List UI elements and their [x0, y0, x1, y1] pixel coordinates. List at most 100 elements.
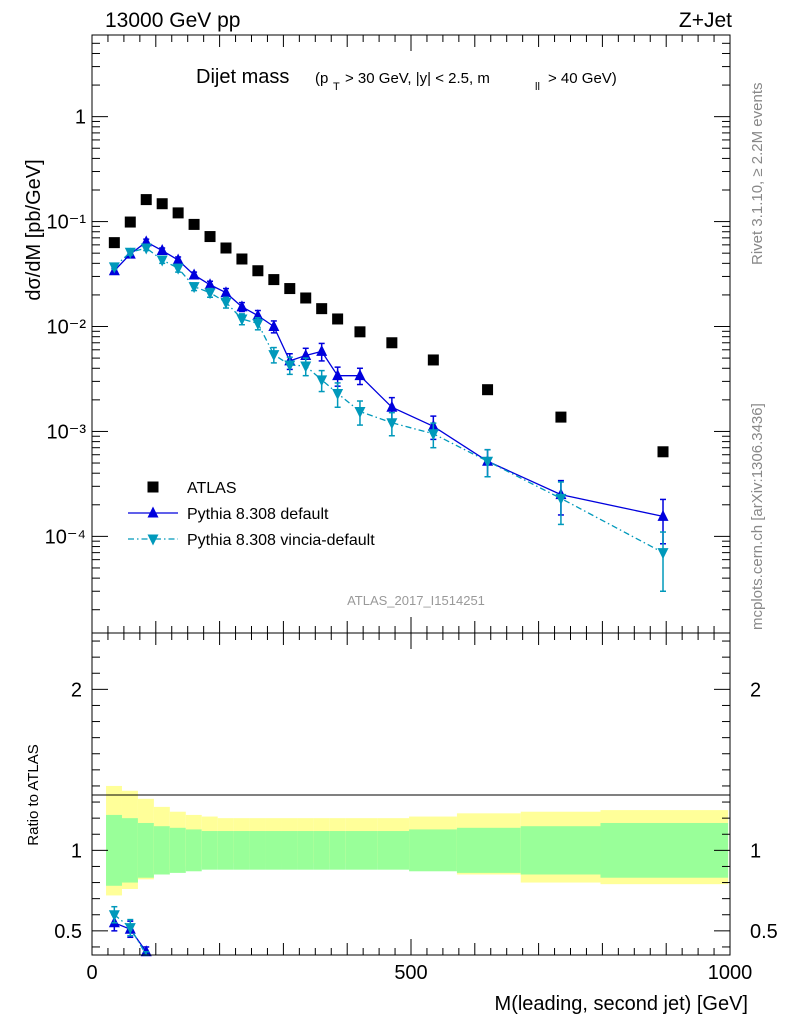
- data-point: [252, 318, 264, 330]
- data-point: [108, 237, 120, 249]
- data-point: [147, 481, 159, 493]
- main-title-cuts: (p T > 30 GeV, |y| < 2.5, m ll > 40 GeV): [315, 70, 617, 93]
- stat-band: [169, 827, 186, 873]
- xlabel: M(leading, second jet) [GeV]: [495, 993, 748, 1015]
- data-point: [386, 400, 398, 412]
- x-tick-label: 500: [394, 962, 427, 984]
- data-point: [220, 242, 232, 254]
- data-point: [354, 369, 366, 381]
- data-point: [188, 282, 200, 294]
- ratio-line: [113, 914, 147, 956]
- stat-band: [345, 831, 378, 870]
- stat-band: [249, 831, 266, 870]
- data-point: [332, 313, 344, 325]
- data-point: [172, 263, 184, 275]
- data-point: [236, 314, 248, 326]
- main-title-text: Dijet mass: [196, 66, 289, 88]
- data-point: [555, 411, 567, 423]
- title-cuts-part: > 40 GeV): [548, 70, 617, 87]
- series-triangle-up: [108, 235, 669, 545]
- data-point: [147, 506, 159, 518]
- data-point: [482, 384, 494, 396]
- data-point: [482, 456, 494, 468]
- stat-band: [265, 831, 282, 870]
- stat-band: [409, 829, 457, 872]
- data-point: [268, 320, 280, 332]
- data-point: [427, 354, 439, 366]
- data-point: [300, 361, 312, 373]
- data-point: [140, 945, 152, 957]
- data-point: [252, 265, 264, 277]
- data-point: [657, 446, 669, 458]
- stat-band: [201, 831, 218, 870]
- series-triangle-down: [108, 243, 669, 592]
- stat-band: [281, 831, 298, 870]
- data-point: [220, 297, 232, 309]
- main-title: Dijet mass (p T > 30 GeV, |y| < 2.5, m l…: [196, 66, 617, 93]
- data-point: [316, 375, 328, 387]
- y-tick-label: 10⁻¹: [47, 212, 87, 234]
- data-point: [124, 247, 136, 259]
- data-point: [386, 337, 398, 349]
- main-ylabel: dσ/dM [pb/GeV]: [23, 159, 45, 300]
- stat-band: [456, 827, 521, 873]
- data-point: [284, 360, 296, 372]
- x-tick-label: 0: [86, 962, 97, 984]
- y-tick-label: 10⁻⁴: [45, 526, 86, 548]
- data-point: [236, 253, 248, 265]
- data-point: [108, 262, 120, 274]
- data-point: [300, 292, 312, 304]
- ratio-frame: [91, 632, 731, 956]
- title-cuts-part: (p: [315, 70, 328, 87]
- stat-band: [520, 826, 601, 875]
- header-right: Z+Jet: [679, 9, 732, 32]
- data-point: [188, 268, 200, 280]
- data-point: [124, 216, 136, 228]
- series-line: [113, 247, 664, 554]
- stat-band: [153, 826, 170, 875]
- stat-band: [297, 831, 314, 870]
- header-left: 13000 GeV pp: [105, 9, 240, 32]
- stat-band: [313, 831, 330, 870]
- data-point: [156, 198, 168, 210]
- ratio-plot-panel: 0.5 0.5 1 1 2 2 0 500 1000 Ratio to ATLAS M(lead…: [25, 632, 778, 1015]
- data-point: [156, 244, 168, 256]
- data-point: [316, 303, 328, 315]
- stat-band: [217, 831, 234, 870]
- data-point: [332, 369, 344, 381]
- data-point: [555, 493, 567, 505]
- data-point: [268, 350, 280, 362]
- stat-band: [377, 831, 410, 870]
- data-point: [657, 548, 669, 560]
- stat-band: [233, 831, 250, 870]
- mcplots-label: mcplots.cern.ch [arXiv:1306.3436]: [749, 403, 766, 630]
- y-tick-label: 10⁻²: [47, 317, 87, 339]
- stat-band: [600, 822, 729, 878]
- title-cuts-sub: T: [333, 81, 340, 93]
- title-cuts-sub: ll: [535, 81, 540, 93]
- x-tick-label: 1000: [708, 962, 753, 984]
- data-point: [172, 253, 184, 265]
- data-point: [354, 326, 366, 338]
- stat-band: [329, 831, 346, 870]
- data-point: [427, 429, 439, 441]
- data-point: [188, 218, 200, 230]
- data-point: [316, 344, 328, 356]
- data-point: [236, 300, 248, 312]
- data-point: [220, 286, 232, 298]
- stat-band: [185, 829, 202, 872]
- legend-label: Pythia 8.308 default: [187, 506, 329, 523]
- stat-band: [121, 818, 138, 883]
- y-tick-label: 10⁻³: [47, 421, 87, 443]
- data-point: [386, 418, 398, 430]
- legend-label: ATLAS: [187, 480, 237, 497]
- ratio-y-tick-label: 2: [71, 679, 82, 701]
- data-point: [657, 509, 669, 521]
- data-point: [140, 243, 152, 255]
- ratio-ylabel: Ratio to ATLAS: [25, 744, 42, 845]
- data-point: [147, 534, 159, 546]
- legend: ATLAS Pythia 8.308 default Pythia 8.308 vi…: [128, 480, 375, 549]
- series-square: [108, 194, 669, 458]
- data-point: [354, 406, 366, 418]
